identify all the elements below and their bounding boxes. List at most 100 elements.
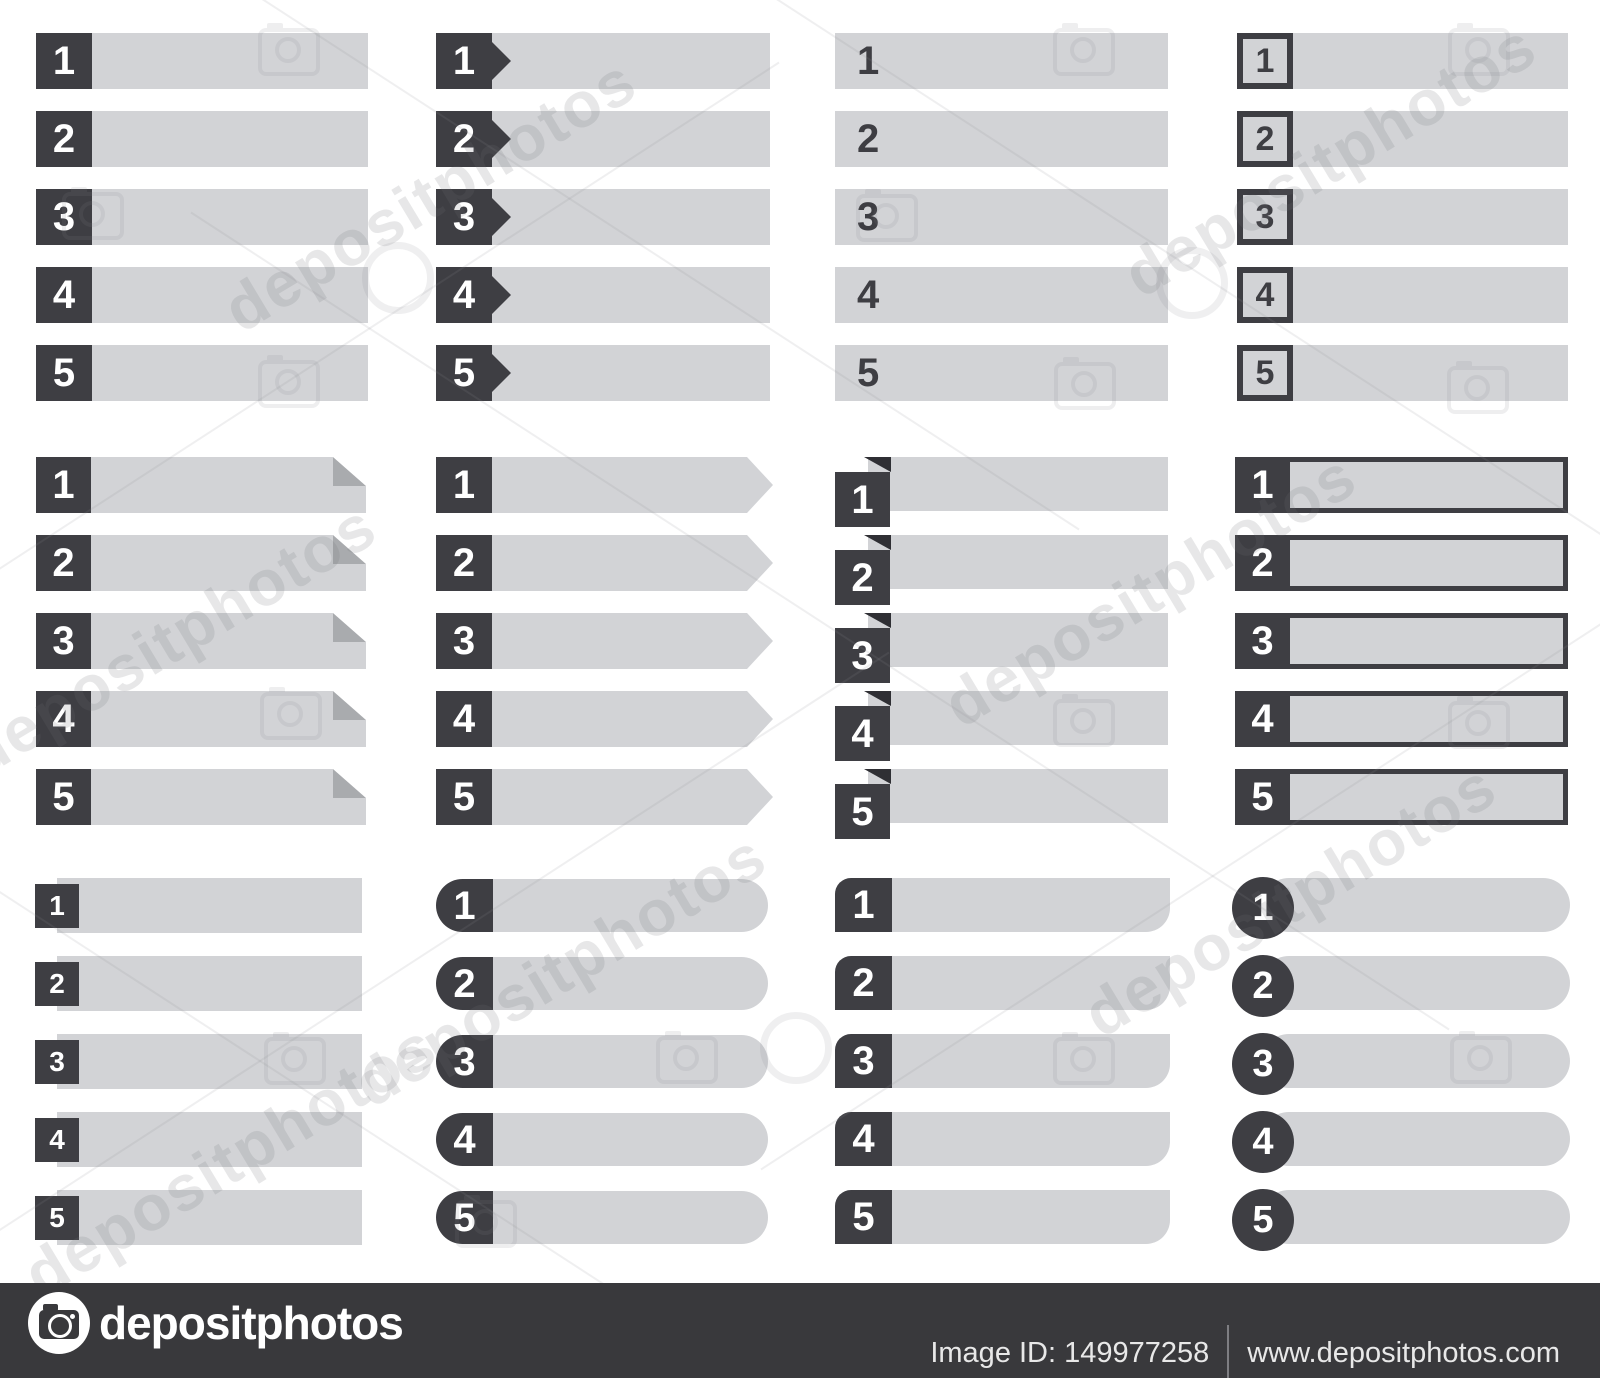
number-label: 1 [1251,463,1274,507]
arrow-tip [747,769,773,825]
list-item: 2 [35,956,362,1011]
list-item: 4 [436,1113,768,1166]
number-label: 1 [36,457,91,513]
number-label: 1 [36,33,92,89]
number-label: 2 [436,535,492,591]
bar [57,878,362,933]
list-item: 3 [835,1034,1170,1088]
number-label: 4 [436,691,492,747]
bar [91,535,366,591]
credit-bar: depositphotos Image ID: 149977258 www.de… [0,1283,1600,1378]
list-item: 2 [1237,111,1568,167]
fold-corner [333,535,366,564]
divider [1227,1325,1230,1378]
number-label: 5 [1232,1189,1294,1251]
fold-corner [333,691,366,720]
number-label: 1 [835,472,890,527]
bar [1290,618,1563,664]
list-item: 5 [436,1191,768,1244]
list-style-ribbon-fold: 1 2 3 4 5 [835,457,1168,841]
bar [492,769,747,825]
bar [492,189,770,245]
number-label: 2 [835,550,890,605]
bar [868,457,1168,511]
number-label: 3 [1251,619,1274,663]
number-label: 1 [857,38,880,83]
bar [868,769,1168,823]
bar [1293,33,1568,89]
number-label: 5 [1237,345,1293,401]
bar [892,1112,1170,1166]
list-item: 3 [36,613,366,669]
bar: 2 [835,111,1168,167]
bar [1293,189,1568,245]
bar: 3 [835,189,1168,245]
list-item: 1 [436,457,773,513]
bar [492,457,747,513]
number-label: 4 [36,691,91,747]
list-style-plain-number: 1 2 3 4 5 [835,33,1168,401]
list-item: 4 [36,691,366,747]
bar [492,111,770,167]
arrow-tip [747,535,773,591]
list-item: 3 [436,613,773,669]
number-label: 2 [36,535,91,591]
bar [1290,462,1563,508]
list-item: 1 [1232,877,1570,939]
number-label: 3 [436,1035,493,1088]
number-label: 5 [835,1190,892,1244]
image-id: Image ID: 149977258 [930,1336,1210,1369]
arrow-tip [747,457,773,513]
watermark-ring-icon [362,242,434,314]
list-item: 2 [436,535,773,591]
bar [1262,1034,1570,1088]
list-item: 4 [835,691,1168,761]
site-url: www.depositphotos.com [1247,1336,1560,1369]
number-label: 4 [36,267,92,323]
number-label: 5 [857,350,880,395]
bar [92,267,368,323]
list-item: 3 [1235,613,1568,669]
list-style-circle-pill: 1 2 3 4 5 [1232,877,1570,1251]
number-label: 5 [436,1191,493,1244]
list-style-pill: 1 2 3 4 5 [436,879,768,1244]
list-item: 4 [835,267,1168,323]
list-item: 4 [36,267,368,323]
camera-flash-dot [70,1314,75,1319]
number-label: 2 [436,957,493,1010]
list-item: 3 [1232,1033,1570,1095]
number-label: 3 [36,189,92,245]
bar [92,345,368,401]
list-item: 2 [1232,955,1570,1017]
bar [91,691,366,747]
brand-logo: depositphotos [28,1292,404,1354]
number-label: 4 [436,267,492,323]
bar [92,189,368,245]
number-label: 1 [436,879,493,932]
list-item: 2 [1235,535,1568,591]
list-item: 2 [36,535,366,591]
bar [1262,1112,1570,1166]
number-label: 5 [36,345,92,401]
list-item: 1 [436,33,770,89]
bar [1262,956,1570,1010]
list-item: 4 [436,267,770,323]
number-label: 4 [1251,697,1274,741]
number-label: 2 [1232,955,1294,1017]
bar [91,769,366,825]
number-label: 1 [436,33,492,89]
number-label: 2 [36,111,92,167]
number-label: 4 [1237,267,1293,323]
bar [492,345,770,401]
list-item: 5 [835,345,1168,401]
number-label: 1 [1232,877,1294,939]
list-item: 1 [835,878,1170,932]
bar [493,879,768,932]
number-label: 2 [857,116,880,161]
bar [868,613,1168,667]
list-item: 5 [36,345,368,401]
bar [1290,540,1563,586]
number-label: 5 [36,769,91,825]
list-style-outline-square: 1 2 3 4 5 [1237,33,1568,401]
